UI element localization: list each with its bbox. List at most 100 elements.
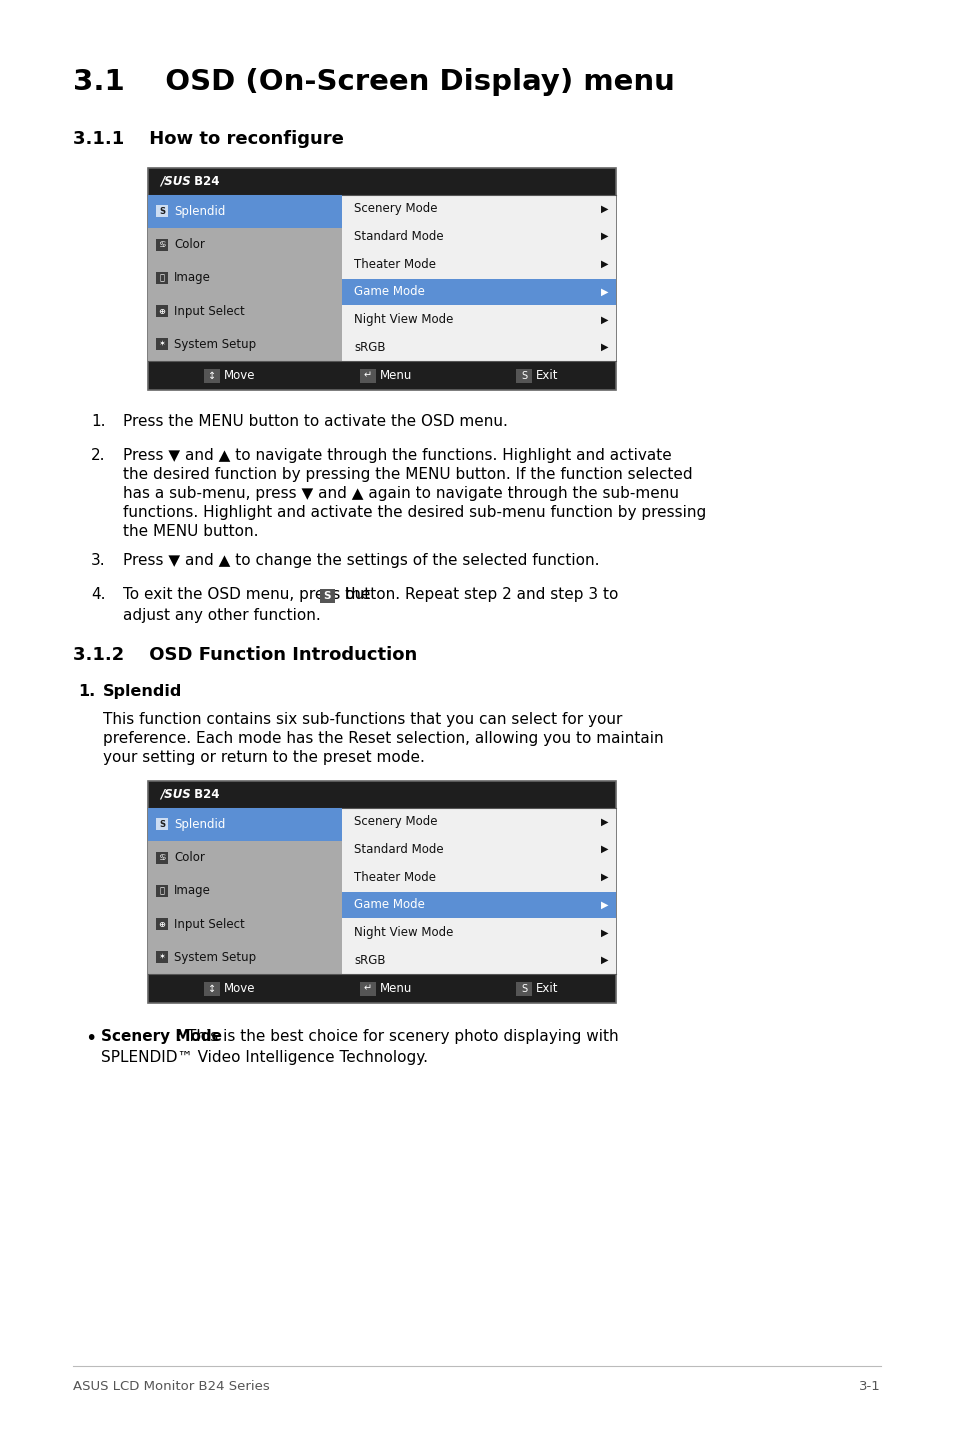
Text: 1.: 1. [91, 414, 106, 429]
Text: 4.: 4. [91, 587, 106, 603]
Text: 2.: 2. [91, 449, 106, 463]
Bar [148, 168, 616, 390]
Bar [516, 368, 532, 383]
Text: 3.1.1    How to reconfigure: 3.1.1 How to reconfigure [73, 129, 343, 148]
Text: the MENU button.: the MENU button. [123, 523, 258, 539]
Bar [156, 851, 168, 864]
Text: : This is the best choice for scenery photo displaying with: : This is the best choice for scenery ph… [176, 1030, 618, 1044]
Bar [156, 884, 168, 897]
Text: Night View Mode: Night View Mode [354, 313, 453, 326]
Text: ⎕: ⎕ [159, 273, 164, 282]
Text: Press the MENU button to activate the OSD menu.: Press the MENU button to activate the OS… [123, 414, 507, 429]
Text: Move: Move [224, 982, 255, 995]
Text: Scenery Mode: Scenery Mode [354, 201, 437, 216]
Text: 3.1.2    OSD Function Introduction: 3.1.2 OSD Function Introduction [73, 646, 416, 664]
Bar [148, 194, 342, 361]
Text: ♋: ♋ [158, 853, 166, 863]
Text: ✶: ✶ [158, 339, 165, 349]
Text: System Setup: System Setup [173, 951, 255, 963]
Bar [359, 982, 375, 995]
Bar [204, 982, 220, 995]
Text: ↕: ↕ [208, 371, 215, 381]
Text: Input Select: Input Select [173, 305, 245, 318]
Text: ▶: ▶ [599, 817, 607, 827]
Text: ASUS LCD Monitor B24 Series: ASUS LCD Monitor B24 Series [73, 1380, 270, 1393]
Text: /SUS: /SUS [160, 175, 191, 188]
Bar [156, 272, 168, 283]
Text: S: S [323, 591, 331, 601]
Text: Menu: Menu [379, 370, 412, 383]
Text: Theater Mode: Theater Mode [354, 257, 436, 270]
Bar [156, 919, 168, 930]
Bar [359, 368, 375, 383]
Bar [516, 982, 532, 995]
Bar [342, 892, 616, 917]
Bar [156, 239, 168, 250]
Text: 3.: 3. [91, 554, 106, 568]
Bar [156, 952, 168, 963]
Text: This function contains six sub-functions that you can select for your: This function contains six sub-functions… [103, 712, 621, 728]
Text: S: S [159, 820, 165, 828]
Text: ♋: ♋ [158, 240, 166, 249]
Bar [148, 194, 342, 229]
Text: Game Mode: Game Mode [354, 899, 425, 912]
Bar [156, 338, 168, 351]
Text: ↕: ↕ [208, 984, 215, 994]
Text: Scenery Mode: Scenery Mode [101, 1030, 222, 1044]
Bar [148, 808, 342, 841]
Text: the desired function by pressing the MENU button. If the function selected: the desired function by pressing the MEN… [123, 467, 692, 482]
Text: Input Select: Input Select [173, 917, 245, 930]
Bar [148, 808, 342, 974]
Text: System Setup: System Setup [173, 338, 255, 351]
Text: /SUS: /SUS [160, 788, 191, 801]
Text: Exit: Exit [536, 982, 558, 995]
Text: B24: B24 [190, 788, 219, 801]
Text: S: S [520, 371, 526, 381]
Text: ▶: ▶ [599, 900, 607, 910]
Text: ▶: ▶ [599, 204, 607, 213]
Text: •: • [85, 1030, 96, 1048]
Text: S: S [159, 207, 165, 216]
Text: has a sub-menu, press ▼ and ▲ again to navigate through the sub-menu: has a sub-menu, press ▼ and ▲ again to n… [123, 486, 679, 500]
Text: S: S [520, 984, 526, 994]
Bar [156, 818, 168, 830]
Text: adjust any other function.: adjust any other function. [123, 608, 320, 623]
Bar [342, 279, 616, 305]
Text: sRGB: sRGB [354, 341, 385, 354]
Text: 3-1: 3-1 [859, 1380, 880, 1393]
Text: To exit the OSD menu, press the: To exit the OSD menu, press the [123, 587, 375, 603]
Text: Splendid: Splendid [173, 204, 225, 217]
Text: ↵: ↵ [363, 371, 372, 381]
Bar [156, 305, 168, 318]
Text: ⎕: ⎕ [159, 886, 164, 896]
Bar [319, 590, 335, 603]
Text: Theater Mode: Theater Mode [354, 870, 436, 883]
Text: your setting or return to the preset mode.: your setting or return to the preset mod… [103, 751, 424, 765]
Text: 3.1    OSD (On-Screen Display) menu: 3.1 OSD (On-Screen Display) menu [73, 68, 674, 96]
Text: ▶: ▶ [599, 928, 607, 938]
Text: ▶: ▶ [599, 315, 607, 325]
Text: ⊕: ⊕ [158, 306, 165, 316]
Text: ▶: ▶ [599, 259, 607, 269]
Text: Standard Mode: Standard Mode [354, 230, 443, 243]
Text: ▶: ▶ [599, 871, 607, 881]
Text: preference. Each mode has the Reset selection, allowing you to maintain: preference. Each mode has the Reset sele… [103, 731, 663, 746]
Text: ▶: ▶ [599, 286, 607, 296]
Text: functions. Highlight and activate the desired sub-menu function by pressing: functions. Highlight and activate the de… [123, 505, 705, 521]
Text: Press ▼ and ▲ to navigate through the functions. Highlight and activate: Press ▼ and ▲ to navigate through the fu… [123, 449, 671, 463]
Text: Color: Color [173, 239, 205, 252]
Text: ▶: ▶ [599, 844, 607, 854]
Bar [342, 194, 616, 361]
Bar [204, 368, 220, 383]
Text: ▶: ▶ [599, 232, 607, 242]
Bar [156, 206, 168, 217]
Text: Splendid: Splendid [103, 684, 182, 699]
Text: Splendid: Splendid [173, 818, 225, 831]
Text: Menu: Menu [379, 982, 412, 995]
Text: ✶: ✶ [158, 953, 165, 962]
Text: Game Mode: Game Mode [354, 285, 425, 298]
Bar [342, 808, 616, 974]
Text: ↵: ↵ [363, 984, 372, 994]
Text: Standard Mode: Standard Mode [354, 843, 443, 856]
Text: SPLENDID™ Video Intelligence Technology.: SPLENDID™ Video Intelligence Technology. [101, 1050, 428, 1066]
